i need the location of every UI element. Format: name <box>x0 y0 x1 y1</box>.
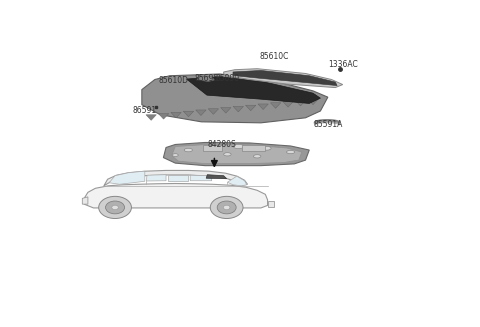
Circle shape <box>106 201 124 214</box>
Polygon shape <box>104 170 248 186</box>
Ellipse shape <box>287 150 295 154</box>
Polygon shape <box>190 175 212 181</box>
Ellipse shape <box>208 145 217 149</box>
Text: 85610D: 85610D <box>158 76 189 85</box>
Polygon shape <box>146 115 156 120</box>
Bar <box>203 145 222 151</box>
Polygon shape <box>245 105 256 111</box>
Text: 85610C: 85610C <box>259 52 288 61</box>
Ellipse shape <box>233 144 244 149</box>
Polygon shape <box>295 100 306 106</box>
Polygon shape <box>186 77 321 103</box>
Bar <box>242 145 264 151</box>
Text: 86591: 86591 <box>133 106 157 115</box>
Text: 84280S: 84280S <box>207 140 236 149</box>
Polygon shape <box>270 103 281 108</box>
Polygon shape <box>163 143 309 166</box>
Polygon shape <box>158 113 169 119</box>
Circle shape <box>112 205 119 210</box>
Polygon shape <box>197 76 215 81</box>
Polygon shape <box>208 109 218 114</box>
Polygon shape <box>221 108 231 113</box>
Ellipse shape <box>172 154 178 156</box>
Text: 1336AC: 1336AC <box>328 60 358 69</box>
Polygon shape <box>233 106 243 112</box>
Polygon shape <box>224 69 343 88</box>
Ellipse shape <box>253 155 261 158</box>
Polygon shape <box>84 183 267 208</box>
Polygon shape <box>283 102 293 107</box>
Circle shape <box>210 196 243 218</box>
Text: 85591A: 85591A <box>313 120 343 129</box>
Polygon shape <box>168 175 188 181</box>
Polygon shape <box>228 176 247 186</box>
Circle shape <box>99 196 132 218</box>
Polygon shape <box>233 70 337 86</box>
Polygon shape <box>258 104 268 110</box>
Polygon shape <box>171 112 181 118</box>
Text: 85695: 85695 <box>195 74 219 83</box>
Polygon shape <box>183 111 194 117</box>
Polygon shape <box>267 201 274 207</box>
Ellipse shape <box>262 146 271 150</box>
Ellipse shape <box>184 148 192 152</box>
Ellipse shape <box>224 153 231 156</box>
Polygon shape <box>172 145 302 164</box>
Polygon shape <box>206 175 227 179</box>
Circle shape <box>223 205 230 210</box>
Polygon shape <box>109 171 145 184</box>
Text: 85890: 85890 <box>216 74 240 83</box>
Polygon shape <box>196 110 206 115</box>
Polygon shape <box>146 175 166 181</box>
Polygon shape <box>308 99 318 105</box>
Polygon shape <box>142 74 328 123</box>
Circle shape <box>217 201 236 214</box>
Polygon shape <box>83 197 88 204</box>
